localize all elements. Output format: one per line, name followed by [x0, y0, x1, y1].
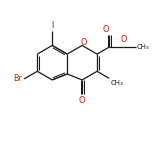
Text: O: O: [80, 38, 87, 47]
Text: I: I: [51, 21, 53, 29]
Text: Br: Br: [14, 74, 22, 83]
Text: O: O: [103, 25, 109, 34]
Text: O: O: [79, 96, 85, 105]
Text: CH₃: CH₃: [111, 79, 123, 86]
Text: O: O: [120, 35, 127, 44]
Text: CH₃: CH₃: [137, 44, 150, 50]
